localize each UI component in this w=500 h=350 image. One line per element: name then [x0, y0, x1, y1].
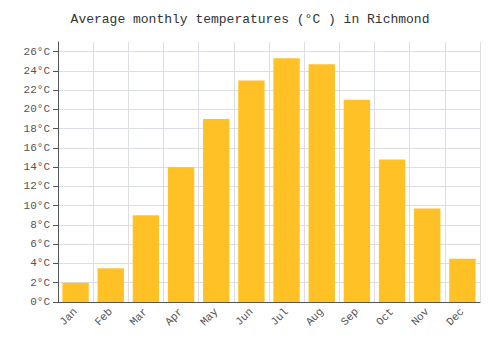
svg-text:Nov: Nov — [409, 305, 432, 328]
svg-text:Sep: Sep — [339, 306, 361, 328]
svg-text:Dec: Dec — [444, 306, 466, 328]
svg-text:4°C: 4°C — [30, 257, 50, 269]
svg-text:10°C: 10°C — [24, 200, 51, 212]
svg-text:Feb: Feb — [93, 306, 115, 328]
svg-text:12°C: 12°C — [24, 180, 51, 192]
svg-text:26°C: 26°C — [24, 46, 51, 58]
svg-text:18°C: 18°C — [24, 123, 51, 135]
svg-text:Jul: Jul — [268, 306, 290, 328]
svg-text:16°C: 16°C — [24, 142, 51, 154]
svg-text:22°C: 22°C — [24, 84, 51, 96]
svg-text:Average monthly temperatures (: Average monthly temperatures (°C ) in Ri… — [71, 12, 430, 27]
svg-text:8°C: 8°C — [30, 219, 50, 231]
svg-text:2°C: 2°C — [30, 277, 50, 289]
svg-text:Aug: Aug — [304, 306, 326, 328]
svg-text:Jun: Jun — [233, 306, 255, 328]
svg-text:6°C: 6°C — [30, 238, 50, 250]
svg-text:14°C: 14°C — [24, 161, 51, 173]
svg-text:0°C: 0°C — [30, 296, 50, 308]
svg-text:Apr: Apr — [163, 306, 185, 328]
svg-text:May: May — [198, 305, 221, 328]
svg-text:Mar: Mar — [128, 306, 150, 328]
svg-text:Jan: Jan — [57, 306, 79, 328]
svg-text:24°C: 24°C — [24, 65, 51, 77]
svg-text:20°C: 20°C — [24, 103, 51, 115]
svg-text:Oct: Oct — [374, 306, 396, 328]
